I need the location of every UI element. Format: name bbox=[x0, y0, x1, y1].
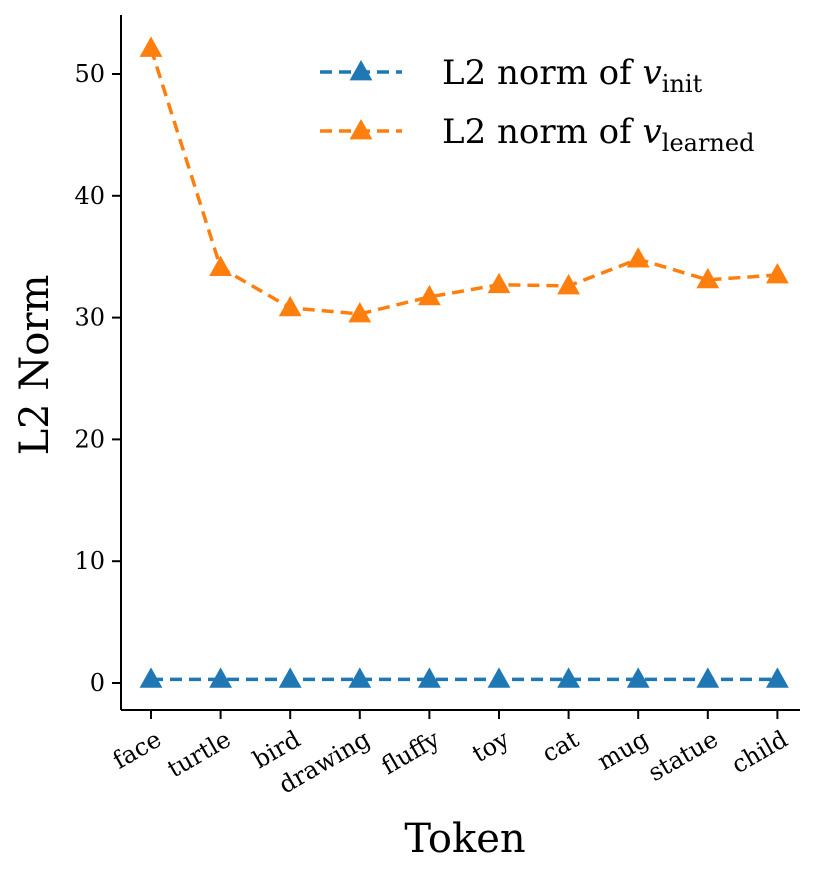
data-point-cat bbox=[557, 273, 580, 295]
legend-marker bbox=[349, 119, 373, 140]
x-axis-title: Token bbox=[404, 816, 525, 862]
data-point-bird bbox=[278, 295, 302, 317]
data-point-fluffy bbox=[418, 667, 441, 688]
x-tick-label-cat: cat bbox=[537, 725, 584, 768]
data-point-mug bbox=[626, 247, 650, 268]
series-v-init bbox=[139, 667, 789, 688]
y-tick-label: 10 bbox=[74, 547, 105, 575]
data-point-child bbox=[766, 667, 789, 688]
y-tick-label: 30 bbox=[74, 304, 105, 332]
x-tick-label-child: child bbox=[727, 725, 793, 779]
x-tick-label-toy: toy bbox=[467, 725, 514, 768]
data-point-drawing bbox=[348, 667, 372, 688]
data-point-statue bbox=[696, 667, 720, 688]
series-line bbox=[149, 47, 778, 316]
data-point-statue bbox=[696, 267, 720, 289]
legend-label: L2 norm of vinit bbox=[442, 53, 703, 98]
legend-label: L2 norm of vlearned bbox=[442, 112, 754, 157]
y-tick-label: 0 bbox=[90, 669, 105, 697]
legend: L2 norm of vinit L2 norm of vlearned bbox=[320, 53, 754, 157]
data-point-drawing bbox=[348, 301, 372, 323]
data-point-bird bbox=[278, 667, 302, 688]
x-tick-label-turtle: turtle bbox=[163, 725, 236, 783]
data-point-cat bbox=[557, 667, 580, 688]
y-tick-label: 20 bbox=[74, 425, 105, 453]
x-tick-label-mug: mug bbox=[593, 725, 653, 776]
data-point-fluffy bbox=[418, 284, 441, 306]
data-point-face bbox=[139, 667, 163, 688]
y-tick-label: 50 bbox=[74, 60, 105, 88]
legend-entry-v-init: L2 norm of vinit bbox=[320, 53, 703, 98]
y-axis-title: L2 Norm bbox=[12, 275, 58, 456]
x-tick-label-statue: statue bbox=[643, 725, 722, 787]
x-tick-label-face: face bbox=[108, 725, 166, 775]
series-v-learned bbox=[139, 36, 789, 323]
data-point-turtle bbox=[209, 667, 232, 688]
data-point-toy bbox=[487, 667, 511, 688]
plot-series bbox=[139, 36, 789, 688]
legend-entry-v-learned: L2 norm of vlearned bbox=[320, 112, 754, 157]
legend-marker bbox=[349, 60, 373, 81]
y-tick-label: 40 bbox=[74, 182, 105, 210]
data-point-face bbox=[139, 36, 163, 57]
x-tick-label-fluffy: fluffy bbox=[377, 725, 445, 781]
data-point-toy bbox=[487, 272, 511, 294]
data-point-mug bbox=[626, 667, 650, 688]
data-point-turtle bbox=[209, 255, 232, 277]
data-point-child bbox=[766, 262, 789, 284]
